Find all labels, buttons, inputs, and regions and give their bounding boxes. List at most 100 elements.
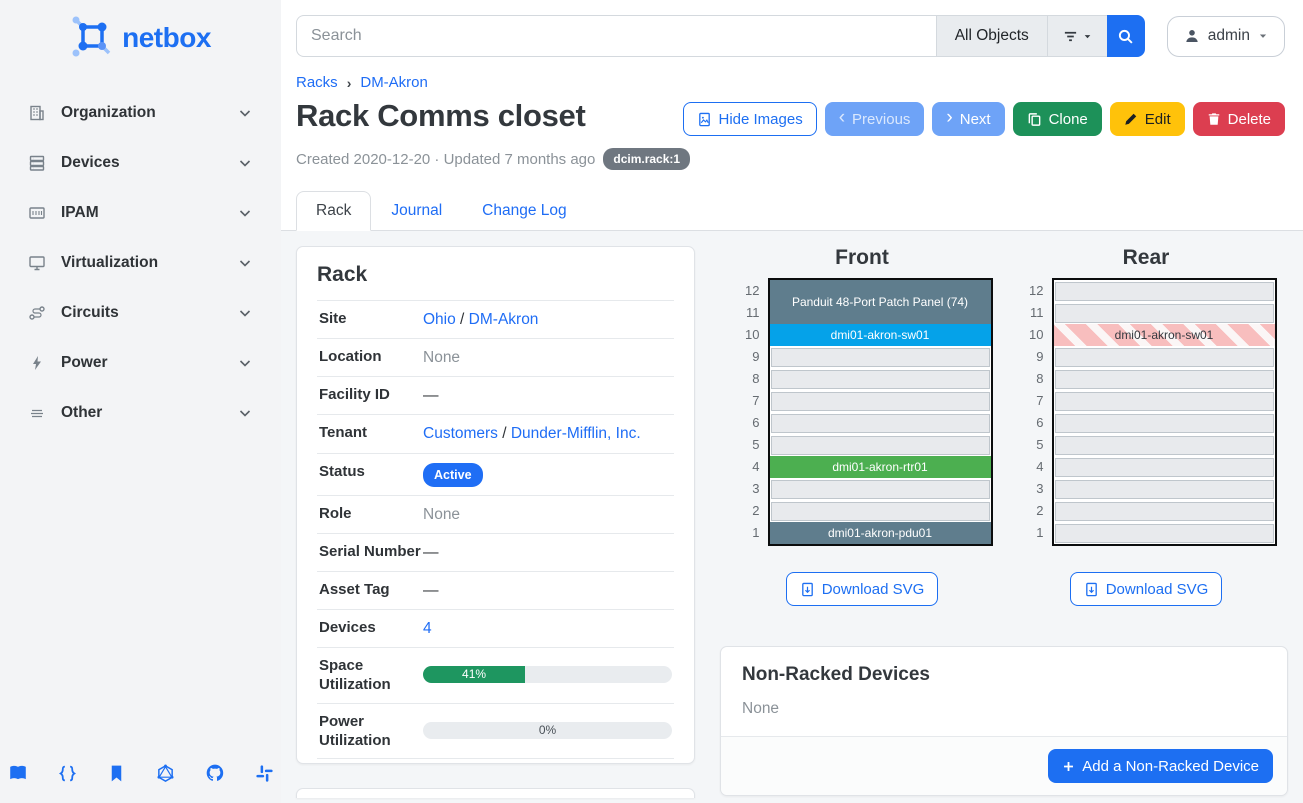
- search-submit-button[interactable]: [1106, 15, 1145, 57]
- topbar: All Objects admin: [281, 0, 1303, 71]
- utilization-progress-bar: 41%: [423, 666, 672, 684]
- delete-button[interactable]: Delete: [1192, 102, 1285, 136]
- unit-number: 1: [1036, 525, 1044, 540]
- tab-rack[interactable]: Rack: [296, 191, 372, 231]
- rack-slot-u3[interactable]: [770, 480, 990, 499]
- attr-value: Active: [423, 462, 672, 487]
- unit-number: 11: [746, 305, 760, 320]
- breadcrumb-link[interactable]: Racks: [296, 74, 338, 91]
- rack-slot-u6[interactable]: [1054, 414, 1274, 433]
- image-file-icon: [697, 112, 712, 127]
- page-title: Rack Comms closet: [296, 98, 586, 133]
- code-braces-icon[interactable]: [58, 763, 77, 783]
- rack-device-panduit-48-port-patch-panel-74-[interactable]: Panduit 48-Port Patch Panel (74): [769, 280, 991, 324]
- rack-slot-u7[interactable]: [770, 392, 990, 411]
- unit-number: 10: [1029, 327, 1044, 342]
- file-download-icon: [800, 582, 815, 597]
- download-svg-button[interactable]: Download SVG: [1069, 572, 1223, 606]
- rack-slot-u8[interactable]: [1054, 370, 1274, 389]
- attr-link[interactable]: Ohio: [423, 311, 456, 328]
- tab-content: Rack Site Ohio / DM-Akron Location None Faci…: [281, 231, 1303, 803]
- graphql-icon[interactable]: [156, 763, 175, 783]
- sidebar: netbox Organization Devices IPAM Virtualiza…: [0, 0, 281, 803]
- github-icon[interactable]: [205, 763, 225, 783]
- netbox-logo[interactable]: netbox: [0, 0, 281, 70]
- rack-slot-u12[interactable]: [1054, 282, 1274, 301]
- chevron-down-icon: [237, 305, 253, 321]
- rack-slot-u5[interactable]: [1054, 436, 1274, 455]
- tab-change-log[interactable]: Change Log: [482, 202, 567, 219]
- clone-button[interactable]: Clone: [1012, 102, 1102, 136]
- unit-number: 12: [1029, 283, 1044, 298]
- rack-slot-u6[interactable]: [770, 414, 990, 433]
- search-filter-button[interactable]: [1046, 15, 1107, 57]
- rack-slot-u9[interactable]: [770, 348, 990, 367]
- attr-row-role: Role None: [317, 494, 674, 533]
- rack-slot-u2[interactable]: [770, 502, 990, 521]
- user-menu-button[interactable]: admin: [1166, 15, 1285, 57]
- sidebar-item-circuits[interactable]: Circuits: [20, 288, 261, 338]
- sidebar-item-devices[interactable]: Devices: [20, 138, 261, 188]
- attr-link[interactable]: Customers: [423, 425, 498, 443]
- unit-number: 6: [752, 415, 760, 430]
- rack-device-dmi01-akron-rtr01[interactable]: dmi01-akron-rtr01: [769, 456, 991, 478]
- sidebar-item-label: Virtualization: [61, 254, 159, 271]
- rack-slot-u2[interactable]: [1054, 502, 1274, 521]
- search-input[interactable]: [296, 15, 936, 57]
- hide-images-button[interactable]: Hide Images: [682, 102, 817, 136]
- rack-frame: dmi01-akron-sw01: [1051, 278, 1277, 546]
- rack-device-dmi01-akron-sw01[interactable]: dmi01-akron-sw01: [769, 324, 991, 346]
- attr-value: 41%: [423, 656, 672, 684]
- attr-link[interactable]: Dunder-Mifflin, Inc.: [510, 425, 641, 443]
- add-non-racked-device-button[interactable]: Add a Non-Racked Device: [1048, 749, 1273, 783]
- unit-number: 2: [1036, 503, 1044, 518]
- attr-value: Customers / Dunder-Mifflin, Inc.: [423, 425, 641, 443]
- sidebar-footer-links: [0, 745, 281, 803]
- user-icon: [1184, 28, 1200, 44]
- circuits-icon: [28, 304, 46, 322]
- sidebar-item-label: Circuits: [61, 304, 119, 321]
- sidebar-item-other[interactable]: Other: [20, 388, 261, 438]
- unit-number: 8: [752, 371, 760, 386]
- breadcrumb-link[interactable]: DM-Akron: [360, 74, 428, 91]
- attr-label: Site: [319, 310, 347, 327]
- rack-device-dmi01-akron-pdu01[interactable]: dmi01-akron-pdu01: [769, 522, 991, 544]
- attr-row-tenant: Tenant Customers / Dunder-Mifflin, Inc.: [317, 414, 674, 452]
- edit-button[interactable]: Edit: [1109, 102, 1185, 136]
- download-svg-wrap: Download SVG: [785, 572, 939, 606]
- download-svg-button[interactable]: Download SVG: [785, 572, 939, 606]
- sidebar-item-power[interactable]: Power: [20, 338, 261, 388]
- book-icon[interactable]: [8, 763, 28, 783]
- sidebar-item-organization[interactable]: Organization: [20, 88, 261, 138]
- next-button[interactable]: › Next: [932, 102, 1005, 136]
- object-type-button[interactable]: All Objects: [935, 15, 1047, 57]
- attr-row-devices: Devices 4: [317, 609, 674, 647]
- sidebar-item-ipam[interactable]: IPAM: [20, 188, 261, 238]
- attr-link[interactable]: 4: [423, 620, 432, 638]
- rack-slot-u11[interactable]: [1054, 304, 1274, 323]
- attr-row-status: Status Active: [317, 452, 674, 495]
- tab-journal[interactable]: Journal: [391, 202, 443, 219]
- none-value: None: [423, 505, 461, 523]
- rack-slot-u3[interactable]: [1054, 480, 1274, 499]
- rack-slot-u4[interactable]: [1054, 458, 1274, 477]
- attr-label: Serial Number: [319, 542, 421, 560]
- rack-slot-u7[interactable]: [1054, 392, 1274, 411]
- non-racked-footer: Add a Non-Racked Device: [721, 736, 1287, 795]
- sidebar-item-virtualization[interactable]: Virtualization: [20, 238, 261, 288]
- attr-link[interactable]: DM-Akron: [468, 311, 539, 328]
- unit-number: 1: [752, 525, 760, 540]
- rack-slot-u9[interactable]: [1054, 348, 1274, 367]
- rack-device-dmi01-akron-sw01[interactable]: dmi01-akron-sw01: [1053, 324, 1275, 346]
- bookmark-icon[interactable]: [107, 763, 126, 783]
- previous-button[interactable]: ‹ Previous: [824, 102, 925, 136]
- rack-slot-u8[interactable]: [770, 370, 990, 389]
- attr-value: —: [423, 582, 439, 600]
- rack-slot-u1[interactable]: [1054, 524, 1274, 543]
- progress-fill: 41%: [423, 666, 526, 684]
- unit-number: 7: [752, 393, 760, 408]
- non-racked-empty-text: None: [742, 700, 780, 717]
- slack-icon[interactable]: [255, 763, 274, 783]
- rack-slot-u5[interactable]: [770, 436, 990, 455]
- unit-number: 2: [752, 503, 760, 518]
